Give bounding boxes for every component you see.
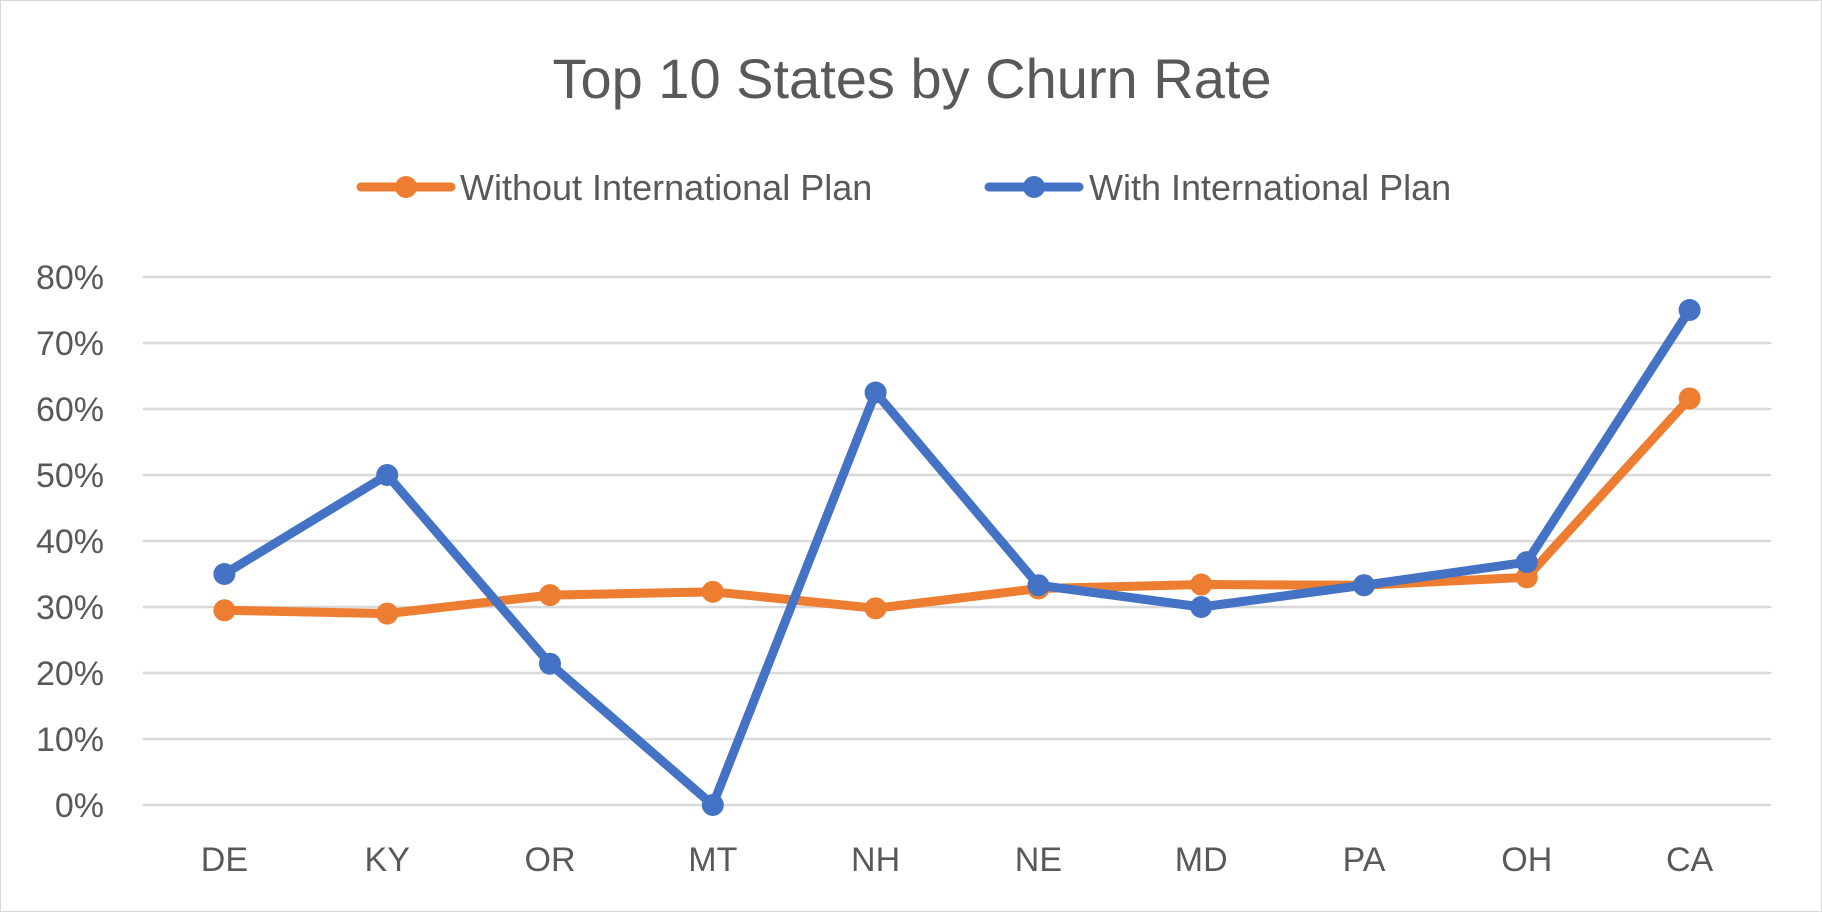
data-point[interactable] bbox=[1353, 574, 1375, 597]
data-point[interactable] bbox=[864, 381, 887, 404]
y-tick-label: 40% bbox=[36, 523, 104, 561]
y-tick-label: 50% bbox=[36, 457, 104, 495]
y-tick-label: 60% bbox=[36, 391, 104, 429]
data-point[interactable] bbox=[1027, 574, 1050, 597]
data-point[interactable] bbox=[1515, 566, 1538, 589]
data-point[interactable] bbox=[539, 584, 561, 607]
data-point[interactable] bbox=[539, 652, 561, 675]
x-tick-label: MD bbox=[1175, 841, 1228, 879]
data-point[interactable] bbox=[1190, 573, 1213, 596]
legend-label: Without International Plan bbox=[460, 167, 872, 208]
legend-swatch-marker bbox=[395, 176, 417, 198]
gridlines bbox=[143, 275, 1771, 807]
x-tick-label: DE bbox=[201, 841, 248, 879]
legend-item-without-international-plan[interactable]: Without International Plan bbox=[356, 167, 872, 208]
y-tick-label: 10% bbox=[36, 721, 104, 759]
legend-swatch-marker bbox=[1023, 176, 1045, 198]
series-0 bbox=[213, 387, 1701, 625]
y-tick-label: 80% bbox=[36, 259, 104, 297]
y-tick-label: 20% bbox=[36, 655, 104, 693]
data-point[interactable] bbox=[213, 599, 236, 622]
series-line bbox=[219, 393, 1695, 619]
x-tick-label: MT bbox=[688, 841, 737, 879]
data-point[interactable] bbox=[1678, 299, 1701, 321]
data-point[interactable] bbox=[701, 794, 724, 816]
data-point[interactable] bbox=[213, 563, 236, 585]
series-line bbox=[219, 305, 1695, 810]
series-1 bbox=[213, 299, 1701, 816]
data-point[interactable] bbox=[1678, 387, 1701, 410]
y-axis-ticks: 0% 10% 20% 30% 40% 50% 60% 70% 80% bbox=[36, 259, 104, 825]
legend: Without International Plan With Internat… bbox=[356, 167, 1451, 208]
x-tick-label: OH bbox=[1501, 841, 1552, 879]
data-point[interactable] bbox=[1190, 596, 1213, 618]
y-tick-label: 0% bbox=[55, 787, 104, 825]
legend-label: With International Plan bbox=[1089, 167, 1451, 208]
y-tick-label: 70% bbox=[36, 325, 104, 363]
data-point[interactable] bbox=[1515, 551, 1538, 574]
data-point[interactable] bbox=[864, 597, 887, 620]
data-point[interactable] bbox=[376, 602, 399, 625]
legend-item-with-international-plan[interactable]: With International Plan bbox=[984, 167, 1451, 208]
x-tick-label: KY bbox=[365, 841, 410, 879]
x-tick-label: CA bbox=[1666, 841, 1714, 879]
data-point[interactable] bbox=[376, 464, 399, 486]
series-layer bbox=[213, 299, 1701, 816]
x-tick-label: NE bbox=[1015, 841, 1062, 879]
x-tick-label: PA bbox=[1343, 841, 1386, 879]
y-tick-label: 30% bbox=[36, 589, 104, 627]
data-point[interactable] bbox=[701, 580, 724, 603]
chart-title: Top 10 States by Churn Rate bbox=[552, 47, 1271, 110]
x-axis-ticks: DE KY OR MT NH NE MD PA OH CA bbox=[201, 841, 1714, 879]
x-tick-label: NH bbox=[851, 841, 900, 879]
x-tick-label: OR bbox=[525, 841, 576, 879]
